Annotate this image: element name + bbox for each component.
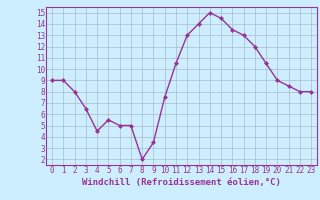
X-axis label: Windchill (Refroidissement éolien,°C): Windchill (Refroidissement éolien,°C) [82, 178, 281, 187]
